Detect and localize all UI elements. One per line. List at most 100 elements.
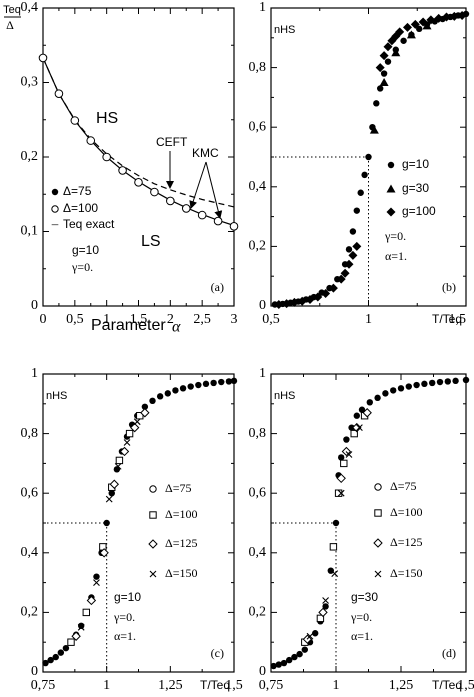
data-point (462, 376, 470, 384)
y-tick-label: 0,8 (249, 426, 267, 441)
data-point (103, 519, 110, 527)
data-point (210, 379, 217, 387)
x-tick-label: 0,5 (262, 312, 280, 327)
x-axis-label: Parameter (91, 317, 166, 334)
data-point (313, 292, 323, 302)
data-point (156, 393, 164, 400)
data-point (336, 473, 346, 484)
data-point (109, 479, 120, 489)
data-point (164, 390, 171, 397)
param-label: g=30 (351, 590, 378, 604)
data-point (375, 63, 385, 73)
y-axis-label: nHS (46, 390, 67, 402)
data-point (328, 283, 338, 293)
data-point (406, 30, 416, 39)
panel-letter: (a) (211, 280, 224, 294)
data-point (340, 459, 348, 468)
data-point (125, 429, 134, 438)
x-tick-label: 2,5 (193, 312, 211, 327)
param-label: α=1. (385, 249, 407, 263)
legend-symbol (374, 509, 382, 517)
annotation-kmc: KMC (192, 146, 219, 160)
region-label-ls: LS (141, 233, 161, 250)
data-point (181, 204, 191, 213)
data-point (413, 381, 420, 389)
data-point (78, 622, 85, 630)
data-point (336, 274, 346, 284)
data-point (93, 573, 100, 580)
data-point (449, 11, 459, 21)
data-point (352, 241, 362, 251)
x-tick-label: 0,5 (66, 312, 84, 327)
data-point (373, 100, 380, 107)
y-tick-label: 0,4 (21, 0, 39, 15)
x-axis-label: T/Teq (200, 678, 230, 692)
data-point (71, 631, 81, 641)
data-point (322, 597, 329, 604)
data-point (345, 451, 353, 458)
data-point (395, 27, 405, 37)
data-point (114, 462, 122, 470)
data-point (380, 70, 388, 77)
y-tick-label: 0,4 (21, 545, 39, 560)
data-point (54, 89, 64, 98)
data-point (274, 300, 284, 310)
param-label: γ=0. (113, 610, 135, 624)
param-label: γ=0. (384, 229, 406, 243)
data-point (166, 196, 175, 206)
legend-label: g=100 (402, 204, 436, 218)
data-point (442, 12, 451, 22)
legend-symbol (149, 570, 157, 578)
data-point (338, 454, 345, 461)
data-point (86, 595, 97, 606)
data-point (195, 381, 202, 389)
data-point (379, 51, 389, 61)
data-point (365, 153, 372, 161)
data-point (352, 422, 362, 433)
data-point (348, 250, 358, 260)
data-point (286, 656, 293, 664)
data-point (115, 456, 124, 465)
legend-label: Δ=150 (390, 566, 422, 580)
legend-label: Δ=150 (165, 566, 197, 580)
x-tick-label: 1 (333, 678, 340, 693)
data-point (149, 397, 156, 405)
y-tick-label: 0,8 (21, 426, 39, 441)
y-tick-label: 0 (31, 298, 38, 313)
data-point (213, 216, 223, 226)
data-point (316, 614, 325, 623)
data-point (348, 424, 355, 431)
kmc-arrow (205, 161, 223, 219)
data-point (353, 412, 360, 419)
param-label: g=10 (114, 590, 141, 604)
data-point (410, 19, 420, 29)
x-axis-label-symbol: α (172, 319, 181, 336)
data-point (382, 390, 389, 397)
data-point (275, 661, 282, 668)
data-point (374, 394, 381, 402)
data-point (350, 429, 358, 438)
y-tick-label: 0,2 (21, 605, 39, 620)
data-point (134, 178, 143, 187)
x-tick-label: 3 (231, 312, 238, 327)
data-point (77, 623, 85, 631)
legend-label: Δ=125 (165, 536, 197, 550)
data-point (296, 650, 303, 658)
legend-symbol (374, 483, 382, 491)
data-point (47, 656, 54, 664)
legend-symbol (51, 188, 59, 196)
data-point (280, 659, 288, 667)
legend-symbol (373, 538, 383, 548)
y-tick-label: 0,2 (249, 605, 267, 620)
panel-a: 0 0,5 1 1,5 2 2,5 3 0 0,1 0,2 0,3 0,4 (a) Teq Δ Paramet… (3, 0, 239, 336)
data-point (57, 649, 65, 656)
x-tick-label: 1 (365, 312, 372, 327)
data-point (140, 408, 150, 418)
panel-letter: (d) (442, 646, 456, 660)
legend-label: Δ=100 (390, 505, 422, 519)
legend-symbol (386, 207, 396, 217)
data-point (229, 221, 239, 231)
legend-label: Δ=100 (63, 201, 98, 215)
param-label: γ=0. (350, 610, 372, 624)
data-point (322, 603, 329, 610)
